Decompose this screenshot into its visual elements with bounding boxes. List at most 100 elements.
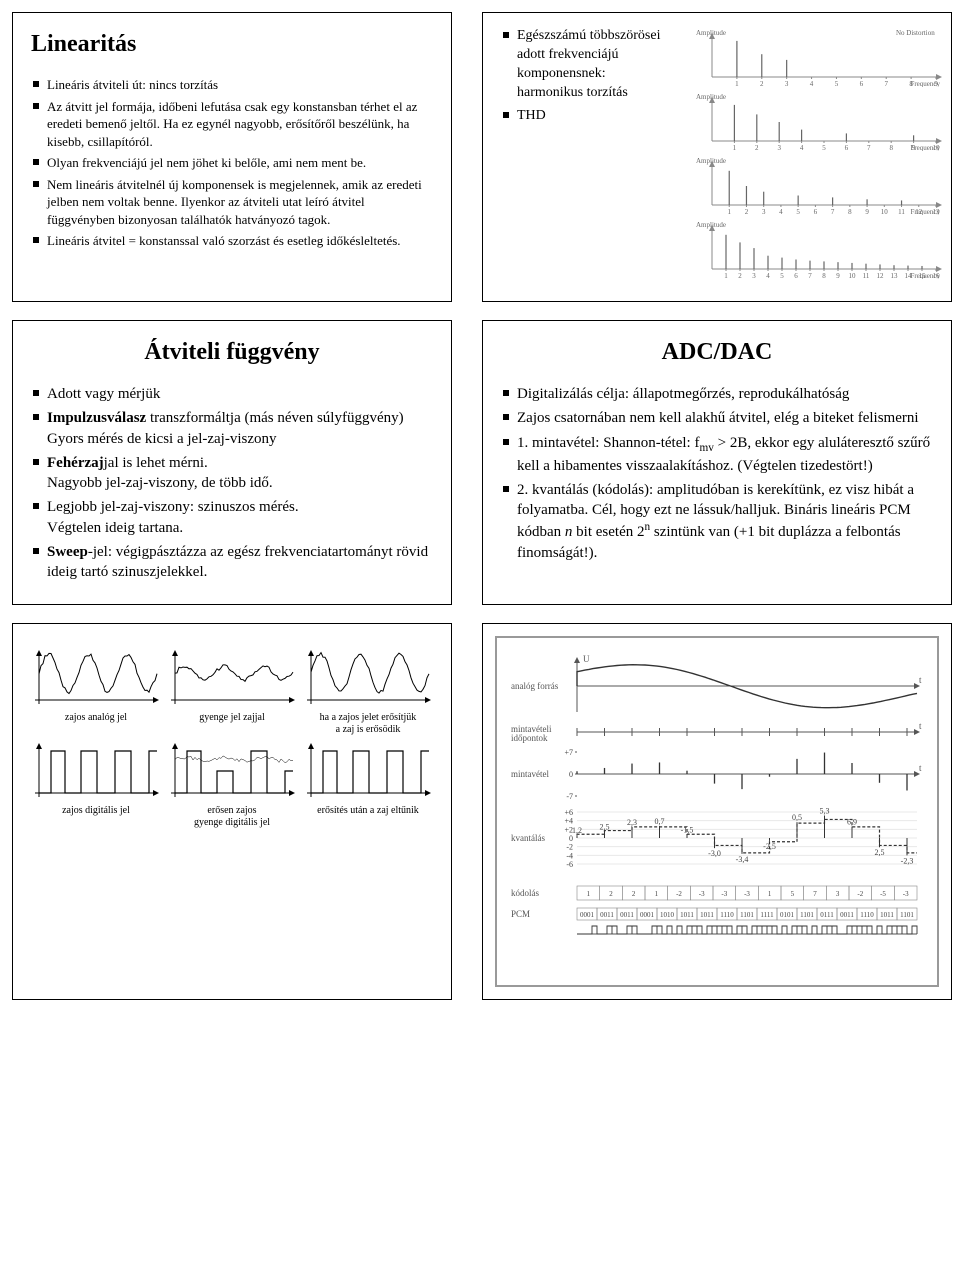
svg-text:Frequency: Frequency: [910, 144, 940, 151]
svg-text:2: 2: [760, 80, 764, 87]
bullet-item: Lineáris átvitel = konstanssal való szor…: [31, 232, 433, 250]
svg-text:5: 5: [780, 272, 784, 279]
svg-text:kvantálás: kvantálás: [511, 833, 545, 843]
bullet-item: Zajos csatornában nem kell alakhű átvite…: [501, 408, 933, 428]
svg-text:mintavétel: mintavétel: [511, 769, 549, 779]
bullet-item: Olyan frekvenciájú jel nem jöhet ki belő…: [31, 154, 433, 172]
svg-text:t: t: [919, 721, 922, 731]
svg-text:3: 3: [752, 272, 756, 279]
slide1-title: Linearitás: [31, 31, 433, 58]
svg-text:-2,5: -2,5: [763, 842, 776, 851]
svg-text:0011: 0011: [840, 911, 854, 919]
svg-text:0111: 0111: [820, 911, 834, 919]
svg-text:-2,3: -2,3: [901, 857, 914, 866]
svg-text:4: 4: [800, 144, 804, 151]
wave-cell: ha a zajos jelet erősítjüka zaj is erősö…: [303, 648, 433, 735]
svg-text:1: 1: [768, 890, 772, 898]
svg-text:10: 10: [881, 208, 889, 215]
svg-text:1011: 1011: [680, 911, 694, 919]
slide4-title: ADC/DAC: [501, 339, 933, 366]
svg-text:1101: 1101: [740, 911, 754, 919]
svg-text:9: 9: [836, 272, 840, 279]
svg-text:+4: +4: [564, 817, 573, 826]
slide-harmonics: Egészszámú többszörösei adott frekvenciá…: [482, 12, 952, 302]
svg-text:0011: 0011: [600, 911, 614, 919]
wave-cell: erősen zajosgyenge digitális jel: [167, 741, 297, 828]
svg-text:Frequency: Frequency: [910, 272, 940, 279]
svg-text:1011: 1011: [880, 911, 894, 919]
svg-text:+6: +6: [564, 808, 573, 817]
wave-cell: erősítés után a zaj eltűnik: [303, 741, 433, 828]
svg-text:6: 6: [813, 208, 817, 215]
svg-text:7: 7: [808, 272, 812, 279]
spectrum-panel: Amplitude12345678910111213Frequency: [694, 155, 944, 215]
svg-text:0: 0: [569, 770, 573, 779]
svg-text:6: 6: [844, 144, 848, 151]
svg-text:9: 9: [865, 208, 869, 215]
svg-text:2,5: 2,5: [875, 848, 885, 857]
svg-text:8: 8: [889, 144, 893, 151]
svg-text:3: 3: [836, 890, 840, 898]
svg-text:6: 6: [794, 272, 798, 279]
svg-text:2: 2: [745, 208, 749, 215]
bullet-item: Fehérzajjal is lehet mérni.Nagyobb jel-z…: [31, 453, 433, 494]
svg-text:12: 12: [876, 272, 884, 279]
svg-text:2: 2: [755, 144, 759, 151]
svg-text:1010: 1010: [660, 911, 675, 919]
svg-text:analóg forrás: analóg forrás: [511, 681, 559, 691]
svg-text:-3: -3: [744, 890, 750, 898]
svg-text:0,5: 0,5: [792, 813, 802, 822]
svg-text:0101: 0101: [780, 911, 795, 919]
svg-text:11: 11: [862, 272, 869, 279]
bullet-item: Digitalizálás célja: állapotmegőrzés, re…: [501, 384, 933, 404]
wave-caption: erősen zajosgyenge digitális jel: [167, 805, 297, 828]
svg-text:5,3: 5,3: [820, 807, 830, 816]
svg-text:-5: -5: [880, 890, 886, 898]
svg-text:4: 4: [779, 208, 783, 215]
svg-text:7: 7: [831, 208, 835, 215]
svg-text:0,7: 0,7: [655, 817, 665, 826]
svg-text:8: 8: [822, 272, 826, 279]
svg-text:1: 1: [727, 208, 731, 215]
bullet-item: Lineáris átviteli út: nincs torzítás: [31, 76, 433, 94]
svg-text:-3: -3: [699, 890, 705, 898]
svg-text:-3,0: -3,0: [708, 849, 721, 858]
svg-text:Frequency: Frequency: [910, 208, 940, 215]
bullet-item: Az átvitt jel formája, időbeni lefutása …: [31, 98, 433, 151]
bullet-item: THD: [501, 107, 674, 126]
svg-text:2: 2: [632, 890, 636, 898]
svg-text:-4: -4: [566, 852, 573, 861]
svg-text:1111: 1111: [760, 911, 774, 919]
svg-text:11: 11: [898, 208, 905, 215]
svg-text:t: t: [919, 675, 922, 685]
svg-text:-6: -6: [566, 860, 573, 869]
svg-text:1: 1: [732, 144, 736, 151]
svg-text:U: U: [583, 654, 590, 664]
svg-text:2: 2: [738, 272, 742, 279]
svg-text:2,5: 2,5: [600, 823, 610, 832]
svg-text:t: t: [919, 763, 922, 773]
wave-caption: erősítés után a zaj eltűnik: [303, 805, 433, 817]
slide-adc-dac: ADC/DAC Digitalizálás célja: állapotmegő…: [482, 320, 952, 605]
svg-text:1101: 1101: [800, 911, 814, 919]
svg-text:2,3: 2,3: [627, 818, 637, 827]
slide3-bullets: Adott vagy mérjükImpulzusválasz transzfo…: [31, 384, 433, 582]
pcm-diagram: Utanalóg forrásmintavételiidőpontokt+70-…: [507, 650, 927, 970]
svg-text:-1,5: -1,5: [681, 826, 694, 835]
wave-caption: ha a zajos jelet erősítjüka zaj is erősö…: [303, 712, 433, 735]
svg-text:-7: -7: [566, 792, 573, 801]
svg-text:3: 3: [762, 208, 766, 215]
svg-text:0001: 0001: [640, 911, 655, 919]
slide-pcm-figure: Utanalóg forrásmintavételiidőpontokt+70-…: [482, 623, 952, 1000]
bullet-item: 2. kvantálás (kódolás): amplitudóban is …: [501, 480, 933, 563]
bullet-item: Nem lineáris átvitelnél új komponensek i…: [31, 176, 433, 229]
svg-text:1: 1: [724, 272, 728, 279]
bullet-item: Adott vagy mérjük: [31, 384, 433, 404]
spectrum-panel: Amplitude12345678910Frequency: [694, 91, 944, 151]
svg-text:-3: -3: [721, 890, 727, 898]
svg-text:-2: -2: [676, 890, 682, 898]
svg-text:-2: -2: [566, 843, 573, 852]
svg-text:13: 13: [890, 272, 898, 279]
svg-text:1101: 1101: [900, 911, 914, 919]
spectrum-panel: Amplitude12345678910111213141516Frequenc…: [694, 219, 944, 279]
